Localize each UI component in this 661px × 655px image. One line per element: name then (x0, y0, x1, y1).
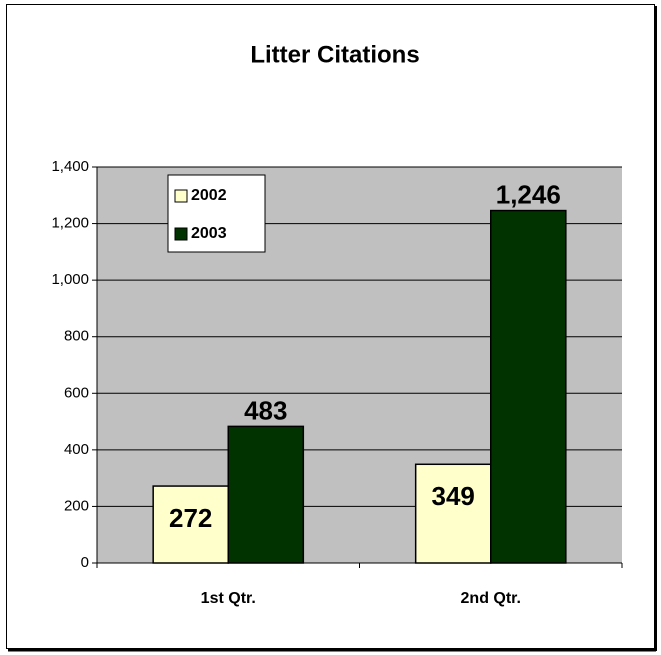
y-tick-label: 800 (64, 328, 89, 345)
y-tick-label: 200 (64, 497, 89, 514)
y-tick-label: 1,200 (51, 215, 89, 232)
chart-title: Litter Citations (250, 41, 419, 68)
bar (227, 425, 305, 564)
legend-swatch (174, 227, 188, 241)
bar (490, 209, 567, 564)
data-label: 1,246 (496, 179, 561, 209)
y-tick-label: 0 (81, 554, 89, 571)
bar (414, 463, 492, 564)
x-tick-label: 2nd Qtr. (461, 590, 521, 607)
y-tick-label: 1,400 (51, 158, 89, 175)
bar (152, 485, 229, 564)
legend-label: 2003 (191, 225, 227, 242)
data-label: 272 (169, 503, 212, 533)
y-tick-label: 1,000 (51, 271, 89, 288)
legend-swatch (174, 189, 188, 203)
legend-label: 2002 (191, 187, 227, 204)
y-tick-label: 600 (64, 384, 89, 401)
x-tick-label: 1st Qtr. (201, 590, 256, 607)
data-label: 349 (432, 481, 475, 511)
data-label: 483 (244, 395, 287, 425)
y-tick-label: 400 (64, 441, 89, 458)
